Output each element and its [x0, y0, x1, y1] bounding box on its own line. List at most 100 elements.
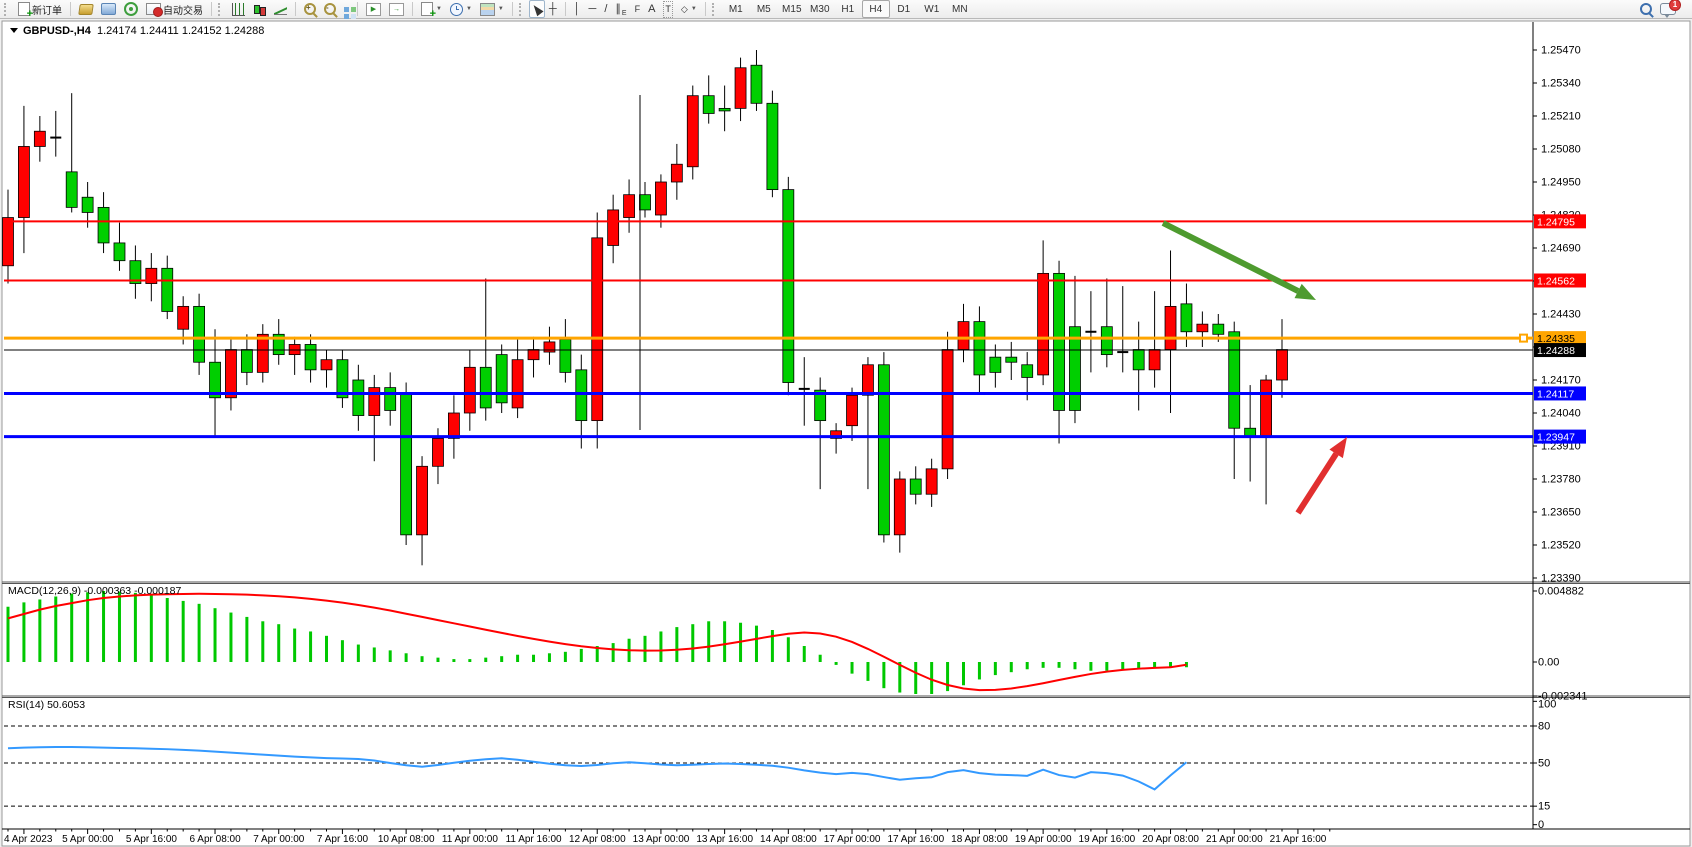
- separator: [704, 2, 706, 16]
- templates-button[interactable]: ▼: [476, 0, 508, 18]
- chart-shift-button[interactable]: →: [385, 0, 408, 18]
- text-label-button[interactable]: T: [659, 0, 677, 18]
- time-label: 19 Apr 16:00: [1079, 834, 1136, 845]
- current-price-badge-label: 1.24288: [1537, 345, 1575, 357]
- search-button[interactable]: [1636, 0, 1656, 18]
- tile-windows-button[interactable]: [340, 0, 353, 18]
- toolbar-grip[interactable]: [711, 2, 718, 16]
- separator: [564, 2, 566, 16]
- autotrading-icon: [146, 3, 163, 17]
- macd-signal-line: [7, 592, 1187, 692]
- new-order-icon: [18, 2, 33, 20]
- periods-button[interactable]: ▼: [446, 0, 476, 18]
- zoom-in-button[interactable]: +: [300, 0, 320, 18]
- bull-candle: [145, 267, 158, 284]
- rsi-indicator: RSI(14) 50.6053 100 80 50 15 0: [4, 699, 1556, 831]
- line-chart-button[interactable]: [270, 0, 291, 18]
- bear-candle: [750, 64, 763, 104]
- horizontal-line-button[interactable]: ─: [585, 0, 601, 18]
- macd-pane[interactable]: [3, 584, 1532, 695]
- arrow-objects-button[interactable]: ◇ ▼: [677, 0, 701, 18]
- time-label: 18 Apr 08:00: [951, 834, 1008, 845]
- bear-candle: [639, 194, 651, 211]
- line-handle[interactable]: [1519, 333, 1528, 343]
- text-button[interactable]: A: [644, 0, 659, 18]
- bull-candle: [1260, 379, 1272, 437]
- timeframe-M30[interactable]: M30: [810, 3, 830, 15]
- horizontal-line-icon: ─: [588, 2, 597, 15]
- time-label: 11 Apr 00:00: [442, 834, 498, 845]
- time-label: 21 Apr 16:00: [1270, 834, 1327, 845]
- indicators-button[interactable]: ▼: [417, 0, 446, 20]
- vertical-line-button[interactable]: │: [570, 0, 585, 18]
- price-tick-label: 1.25470: [1541, 45, 1581, 57]
- red-up-arrow[interactable]: [1295, 437, 1347, 515]
- level-1.24335-badge: [1534, 331, 1586, 346]
- time-label: 5 Apr 00:00: [62, 834, 114, 845]
- separator: [511, 2, 513, 16]
- vertical-line-icon: │: [573, 2, 581, 15]
- auto-scroll-button[interactable]: ▶: [362, 0, 385, 18]
- level-1.24335-badge-label: 1.24335: [1537, 333, 1575, 345]
- bear-candle: [575, 369, 588, 422]
- price-tick-label: 1.23650: [1541, 507, 1581, 519]
- autotrading-button[interactable]: 自动交易: [142, 0, 207, 18]
- chat-button[interactable]: 1: [1656, 0, 1681, 18]
- crosshair-button[interactable]: ┼: [545, 0, 561, 18]
- timeframe-W1[interactable]: W1: [924, 3, 940, 15]
- macd-label: MACD(12,26,9) -0.000363 -0.000187: [8, 585, 182, 597]
- bear-candle: [1100, 326, 1113, 356]
- search-icon: [1640, 3, 1652, 15]
- bear-candle: [718, 107, 731, 112]
- bear-candle: [782, 189, 795, 383]
- level-1.24117-badge: [1534, 386, 1586, 401]
- bear-candle: [113, 242, 126, 262]
- timeframe-M5[interactable]: M5: [756, 3, 771, 15]
- quotes-button[interactable]: [75, 0, 97, 18]
- timeframe-H4[interactable]: H4: [861, 0, 890, 18]
- chevron-down-icon: ▼: [465, 6, 472, 12]
- zoom-out-button[interactable]: -: [320, 0, 340, 18]
- separator: [412, 2, 413, 16]
- fibonacci-button[interactable]: F: [631, 0, 645, 18]
- timeframe-M15[interactable]: M15: [782, 3, 802, 15]
- bear-candle: [1021, 364, 1034, 378]
- trendline-button[interactable]: /: [600, 0, 611, 18]
- new-order-button[interactable]: 新订单: [14, 0, 66, 20]
- green-down-arrow-shaft: [1161, 220, 1300, 294]
- chevron-down-icon: ▼: [436, 6, 442, 12]
- bear-candle: [272, 333, 285, 356]
- red-up-arrow-head: [1329, 437, 1347, 459]
- time-axis[interactable]: 4 Apr 2023 5 Apr 00:00 5 Apr 16:00 6 Apr 08…: [2, 828, 1690, 845]
- bull-candle: [447, 412, 460, 439]
- bull-candle: [941, 349, 954, 470]
- text-label-icon: T: [663, 0, 673, 18]
- chart-collapse-icon[interactable]: [10, 28, 18, 33]
- timeframe-M1[interactable]: M1: [728, 3, 743, 15]
- signals-button[interactable]: [120, 0, 142, 18]
- chart-window[interactable]: 1.254701.253401.252101.250801.249501.248…: [0, 19, 1692, 847]
- chat-icon: 1: [1660, 0, 1681, 18]
- timeframe-MN[interactable]: MN: [952, 3, 968, 15]
- cursor-button[interactable]: [528, 0, 545, 18]
- equidistant-channel-button[interactable]: ∥ E: [611, 0, 630, 18]
- bull-candle: [177, 305, 190, 330]
- toolbar-grip[interactable]: [218, 2, 224, 16]
- toolbar-grip[interactable]: [518, 2, 525, 16]
- bear-candle: [495, 354, 508, 404]
- candlestick-chart-button[interactable]: [249, 0, 270, 18]
- bull-candle: [1148, 349, 1161, 371]
- timeframe-H1[interactable]: H1: [841, 3, 855, 15]
- bear-candle: [1069, 326, 1081, 411]
- market-watch-button[interactable]: [97, 0, 120, 18]
- price-chart[interactable]: 1.254701.253401.252101.250801.249501.248…: [0, 19, 1692, 847]
- level-1.24795-badge-label: 1.24795: [1537, 216, 1575, 228]
- bar-chart-button[interactable]: [228, 0, 249, 18]
- toolbar-grip[interactable]: [4, 2, 10, 16]
- bear-candle: [400, 392, 413, 536]
- bear-candle: [766, 102, 779, 191]
- green-down-arrow[interactable]: [1161, 220, 1316, 300]
- timeframe-D1[interactable]: D1: [897, 3, 911, 15]
- channel-suffix: E: [621, 10, 627, 17]
- time-label: 7 Apr 16:00: [317, 834, 369, 845]
